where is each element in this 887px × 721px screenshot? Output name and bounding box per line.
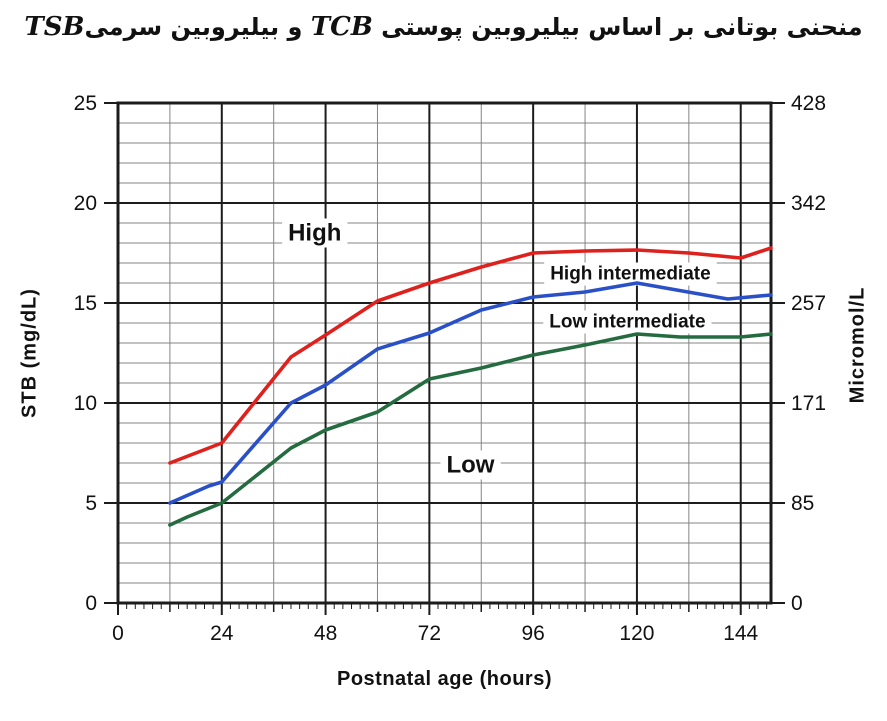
annotation-high-intermediate: High intermediate xyxy=(550,264,710,285)
title-tcb-label: TCB xyxy=(310,12,373,42)
x-tick-label: 48 xyxy=(314,622,337,645)
annotation-low-intermediate: Low intermediate xyxy=(549,312,705,333)
annotation-high: High xyxy=(288,220,341,247)
title-persian-part1: منحنی بوتانی بر اساس بیلیروبین پوستی xyxy=(381,13,863,41)
annotation-mask-low xyxy=(440,450,501,480)
y-tick-label-right: 85 xyxy=(791,492,814,515)
plot-border xyxy=(116,101,773,605)
annotation-low: Low xyxy=(446,452,494,479)
annotation-mask-low-intermediate xyxy=(543,310,712,334)
chart-title: منحنی بوتانی بر اساس بیلیروبین پوستی TCB… xyxy=(0,12,887,42)
annotation-mask-high-intermediate xyxy=(544,262,717,286)
x-tick-label: 24 xyxy=(210,622,234,645)
title-persian-part2: و بیلیروبین سرمی xyxy=(84,13,303,41)
y-tick-label-right: 428 xyxy=(791,92,826,115)
y-tick-label-right: 0 xyxy=(791,592,803,615)
series-line-high xyxy=(168,246,773,465)
title-tsb-label: TSB xyxy=(24,12,85,42)
y-tick-label-left: 5 xyxy=(85,492,97,515)
annotation-mask-high xyxy=(282,218,348,248)
series-line-low-intermediate xyxy=(168,332,773,527)
y-tick-label-right: 257 xyxy=(791,292,826,315)
series-line-high-intermediate xyxy=(168,281,773,505)
x-tick-label: 0 xyxy=(112,622,124,645)
x-tick-label: 144 xyxy=(723,622,758,645)
y-tick-label-left: 0 xyxy=(85,592,97,615)
x-tick-label: 120 xyxy=(619,622,654,645)
x-axis-title: Postnatal age (hours) xyxy=(337,668,552,690)
y-axis-right-title: Micromol/L xyxy=(846,286,869,404)
x-tick-label: 72 xyxy=(418,622,441,645)
y-tick-label-right: 342 xyxy=(791,192,826,215)
y-tick-label-left: 10 xyxy=(74,392,97,415)
y-tick-label-left: 25 xyxy=(74,92,97,115)
y-tick-label-left: 20 xyxy=(74,192,97,215)
y-tick-label-left: 15 xyxy=(74,292,97,315)
y-tick-label-right: 171 xyxy=(791,392,826,415)
y-axis-left-title: STB (mg/dL) xyxy=(18,288,41,418)
x-tick-label: 96 xyxy=(521,622,544,645)
